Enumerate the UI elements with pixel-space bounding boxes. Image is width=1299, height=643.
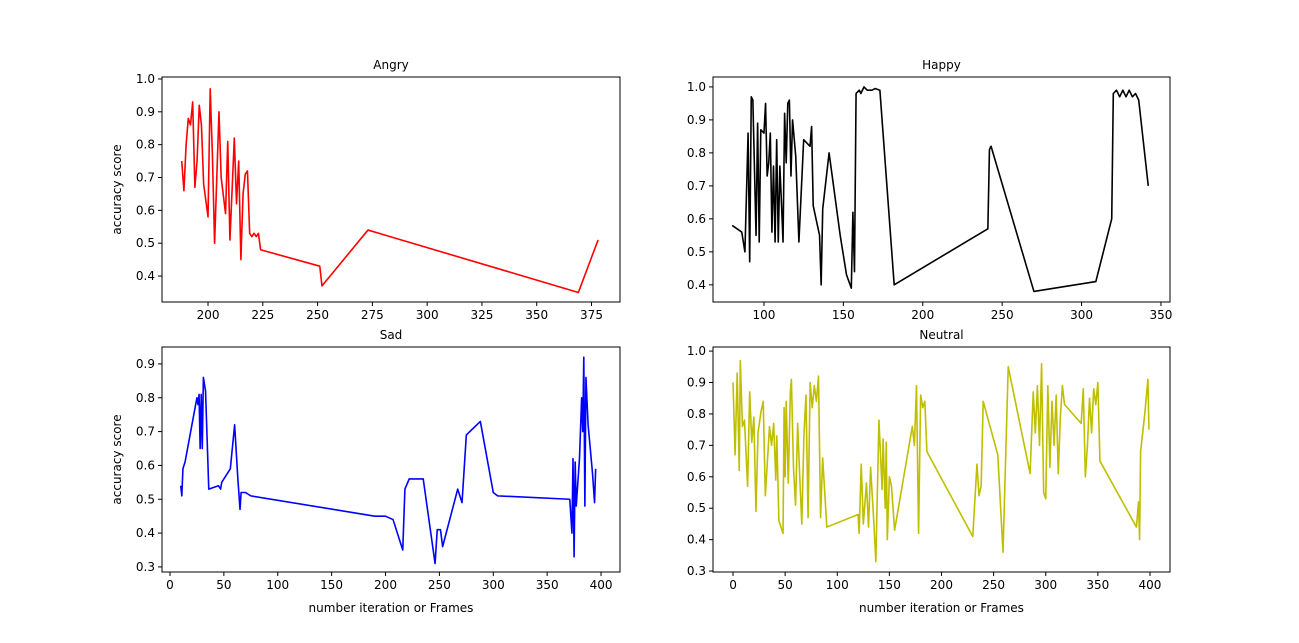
x-tick-label: 300 — [1070, 308, 1093, 322]
y-tick-label: 0.9 — [136, 105, 155, 119]
subplot-title: Happy — [922, 58, 961, 72]
x-tick-label: 350 — [1086, 578, 1109, 592]
x-tick-label: 150 — [878, 578, 901, 592]
plot-frame — [712, 76, 1171, 303]
x-tick-label: 250 — [991, 308, 1014, 322]
y-tick-label: 0.8 — [136, 138, 155, 152]
subplot: 200 225 250 275 300 325 350 375 0.4 0.5 0.6 0.7 0.8 0… — [110, 58, 621, 322]
y-tick-label: 0.6 — [136, 458, 155, 472]
subplot-title: Angry — [373, 58, 408, 72]
x-tick-label: 250 — [306, 308, 329, 322]
plot-frame — [161, 76, 621, 303]
y-tick-label: 0.5 — [136, 236, 155, 250]
line-series — [732, 359, 1150, 563]
x-tick-label: 0 — [729, 578, 737, 592]
subplot: 0 50 100 150 200 250 300 350 400 0.3 0.4 0.5 0.6 0.7 0… — [687, 328, 1171, 615]
x-tick-label: 200 — [930, 578, 953, 592]
x-tick-label: 200 — [911, 308, 934, 322]
subplot-title: Neutral — [919, 328, 963, 342]
y-tick-label: 0.5 — [687, 245, 706, 259]
y-tick-label: 0.6 — [687, 212, 706, 226]
x-tick-label: 375 — [580, 308, 603, 322]
y-tick-label: 0.4 — [136, 269, 155, 283]
x-tick-label: 325 — [470, 308, 493, 322]
x-tick-label: 200 — [197, 308, 220, 322]
y-tick-label: 0.7 — [136, 171, 155, 185]
y-axis-label: accuracy score — [110, 144, 124, 234]
x-axis-label: number iteration or Frames — [859, 601, 1024, 615]
x-tick-label: 300 — [416, 308, 439, 322]
x-tick-label: 200 — [374, 578, 397, 592]
x-tick-label: 150 — [320, 578, 343, 592]
y-tick-label: 0.8 — [136, 391, 155, 405]
y-tick-label: 0.5 — [687, 501, 706, 515]
y-tick-label: 1.0 — [687, 344, 706, 358]
y-tick-label: 1.0 — [687, 80, 706, 94]
y-tick-label: 0.6 — [136, 203, 155, 217]
x-tick-label: 400 — [1139, 578, 1162, 592]
y-tick-label: 0.3 — [136, 560, 155, 574]
line-series — [179, 356, 597, 565]
subplot: 0 50 100 150 200 250 300 350 400 0.3 0.4 0.5 0.6 0.7 0… — [110, 328, 621, 615]
y-axis-label: accuracy score — [110, 414, 124, 504]
y-tick-label: 0.6 — [687, 470, 706, 484]
x-tick-label: 300 — [1034, 578, 1057, 592]
y-tick-label: 0.7 — [687, 179, 706, 193]
line-series — [180, 88, 599, 294]
x-tick-label: 250 — [428, 578, 451, 592]
x-axis-label: number iteration or Frames — [309, 601, 474, 615]
y-tick-label: 0.9 — [687, 113, 706, 127]
x-tick-label: 400 — [590, 578, 613, 592]
x-tick-label: 100 — [266, 578, 289, 592]
y-tick-label: 0.8 — [687, 146, 706, 160]
x-tick-label: 0 — [166, 578, 174, 592]
plot-frame — [161, 346, 621, 573]
x-tick-label: 100 — [753, 308, 776, 322]
y-tick-label: 0.9 — [687, 376, 706, 390]
y-tick-label: 1.0 — [136, 72, 155, 86]
x-tick-label: 350 — [525, 308, 548, 322]
x-tick-label: 350 — [1149, 308, 1172, 322]
x-tick-label: 50 — [777, 578, 792, 592]
y-tick-label: 0.7 — [687, 438, 706, 452]
x-tick-label: 250 — [982, 578, 1005, 592]
y-tick-label: 0.4 — [687, 533, 706, 547]
y-tick-label: 0.9 — [136, 357, 155, 371]
x-tick-label: 100 — [826, 578, 849, 592]
line-series — [731, 86, 1150, 293]
x-tick-label: 275 — [361, 308, 384, 322]
x-tick-label: 350 — [536, 578, 559, 592]
y-tick-label: 0.7 — [136, 425, 155, 439]
x-tick-label: 225 — [251, 308, 274, 322]
subplot-title: Sad — [380, 328, 403, 342]
x-tick-label: 50 — [216, 578, 231, 592]
x-tick-label: 150 — [832, 308, 855, 322]
y-tick-label: 0.4 — [687, 278, 706, 292]
subplot: 100 150 200 250 300 350 0.4 0.5 0.6 0.7 0.8 0.9 1.0 H… — [687, 58, 1172, 322]
y-tick-label: 0.4 — [136, 526, 155, 540]
y-tick-label: 0.8 — [687, 407, 706, 421]
x-tick-label: 300 — [482, 578, 505, 592]
y-tick-label: 0.3 — [687, 564, 706, 578]
plot-frame — [712, 346, 1171, 573]
y-tick-label: 0.5 — [136, 492, 155, 506]
